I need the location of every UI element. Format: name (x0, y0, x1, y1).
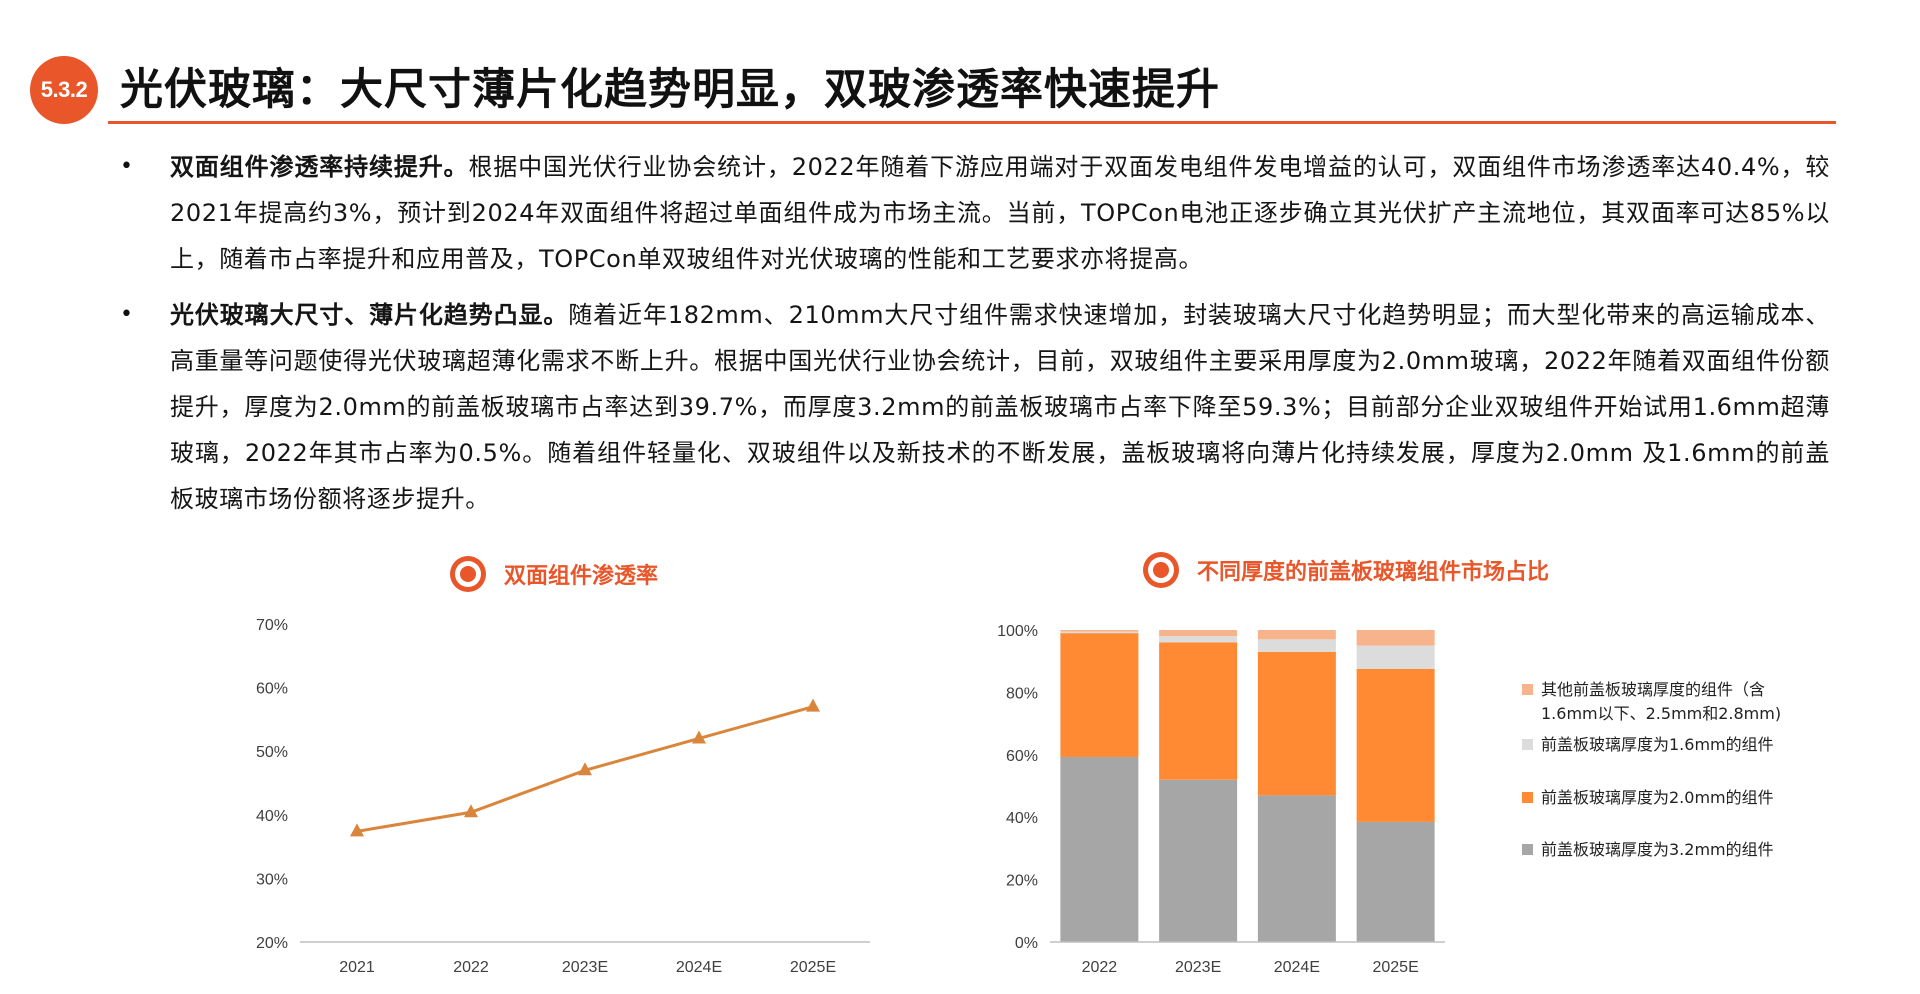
legend-swatch (1522, 792, 1533, 803)
x-tick-label: 2021 (339, 959, 375, 976)
target-icon (1143, 552, 1179, 588)
section-number: 5.3.2 (40, 77, 88, 102)
x-tick-label: 2023E (562, 959, 608, 976)
data-point-marker (806, 698, 820, 712)
line-chart-title: 双面组件渗透率 (450, 556, 658, 592)
bar-segment (1257, 630, 1336, 640)
bar-segment (1356, 645, 1435, 669)
bar-segment (1159, 779, 1238, 942)
data-point-marker (578, 762, 592, 776)
bullet-dot-icon: • (120, 302, 133, 327)
legend-swatch (1522, 684, 1533, 695)
legend-item: 其他前盖板玻璃厚度的组件（含1.6mm以下、2.5mm和2.8mm) (1522, 678, 1811, 726)
legend-item: 前盖板玻璃厚度为2.0mm的组件 (1522, 786, 1811, 810)
y-tick-label: 40% (1006, 810, 1038, 827)
bullet-paragraph: 光伏玻璃大尺寸、薄片化趋势凸显。随着近年182mm、210mm大尺寸组件需求快速… (170, 292, 1830, 522)
y-tick-label: 40% (256, 808, 288, 825)
bar-segment (1159, 642, 1238, 780)
bar-segment (1257, 795, 1336, 942)
legend-swatch (1522, 739, 1533, 750)
bullet-heading: 光伏玻璃大尺寸、薄片化趋势凸显。 (170, 301, 569, 329)
x-tick-label: 2025E (790, 959, 836, 976)
line-chart: 20% 30% 40% 50% 60% 70% 2021 2022 2023E 2024E 2025… (256, 617, 870, 976)
page-title: 光伏玻璃：大尺寸薄片化趋势明显，双玻渗透率快速提升 (120, 65, 1220, 115)
bullet-heading: 双面组件渗透率持续提升。 (170, 153, 469, 181)
y-tick-label: 0% (1015, 935, 1038, 952)
y-tick-label: 80% (1006, 685, 1038, 702)
bar-segment (1356, 669, 1435, 822)
legend-label: 前盖板玻璃厚度为2.0mm的组件 (1541, 788, 1774, 807)
bar-segment (1356, 821, 1435, 942)
y-tick-label: 70% (256, 617, 288, 634)
data-point-marker (350, 823, 364, 837)
bar-segment (1060, 630, 1139, 632)
bullet-body: 随着近年182mm、210mm大尺寸组件需求快速增加，封装玻璃大尺寸化趋势明显；… (170, 301, 1830, 513)
bar-chart-title: 不同厚度的前盖板玻璃组件市场占比 (1143, 552, 1549, 588)
bullet-paragraph: 双面组件渗透率持续提升。根据中国光伏行业协会统计，2022年随着下游应用端对于双… (170, 144, 1830, 282)
x-tick-label: 2024E (676, 959, 722, 976)
y-tick-label: 60% (1006, 748, 1038, 765)
target-icon (450, 556, 486, 592)
bar-segment (1060, 633, 1139, 757)
bar-segment (1257, 639, 1336, 652)
x-tick-label: 2022 (1082, 959, 1118, 976)
title-divider (108, 121, 1836, 124)
legend-item: 前盖板玻璃厚度为1.6mm的组件 (1522, 733, 1811, 757)
bar-segment (1159, 630, 1238, 637)
legend-swatch (1522, 844, 1533, 855)
y-tick-label: 20% (256, 935, 288, 952)
y-tick-label: 20% (1006, 873, 1038, 890)
section-badge: 5.3.2 (30, 56, 98, 124)
stacked-bar-chart: 0% 20% 40% 60% 80% 100% 2022 2023E 2024E 2025E (997, 623, 1445, 976)
legend-item: 前盖板玻璃厚度为3.2mm的组件 (1522, 838, 1811, 862)
bar-segment (1060, 756, 1139, 942)
bar-segment (1060, 631, 1139, 634)
bullet-body: 根据中国光伏行业协会统计，2022年随着下游应用端对于双面发电组件发电增益的认可… (170, 153, 1830, 273)
bullet-dot-icon: • (120, 154, 133, 179)
legend-label: 其他前盖板玻璃厚度的组件（含1.6mm以下、2.5mm和2.8mm) (1541, 680, 1782, 723)
bar-chart-title-text: 不同厚度的前盖板玻璃组件市场占比 (1197, 560, 1550, 585)
bar-segment (1159, 636, 1238, 643)
y-tick-label: 60% (256, 681, 288, 698)
legend-label: 前盖板玻璃厚度为1.6mm的组件 (1541, 735, 1774, 754)
x-tick-label: 2024E (1274, 959, 1320, 976)
line-chart-title-text: 双面组件渗透率 (504, 564, 659, 589)
y-tick-label: 30% (256, 871, 288, 888)
x-tick-label: 2025E (1372, 959, 1418, 976)
data-point-marker (692, 730, 706, 744)
x-tick-label: 2023E (1175, 959, 1221, 976)
legend-label: 前盖板玻璃厚度为3.2mm的组件 (1541, 840, 1774, 859)
bar-segment (1257, 651, 1336, 796)
bar-segment (1356, 630, 1435, 646)
y-tick-label: 50% (256, 744, 288, 761)
data-point-marker (464, 804, 478, 818)
x-tick-label: 2022 (453, 959, 489, 976)
y-tick-label: 100% (997, 623, 1038, 640)
